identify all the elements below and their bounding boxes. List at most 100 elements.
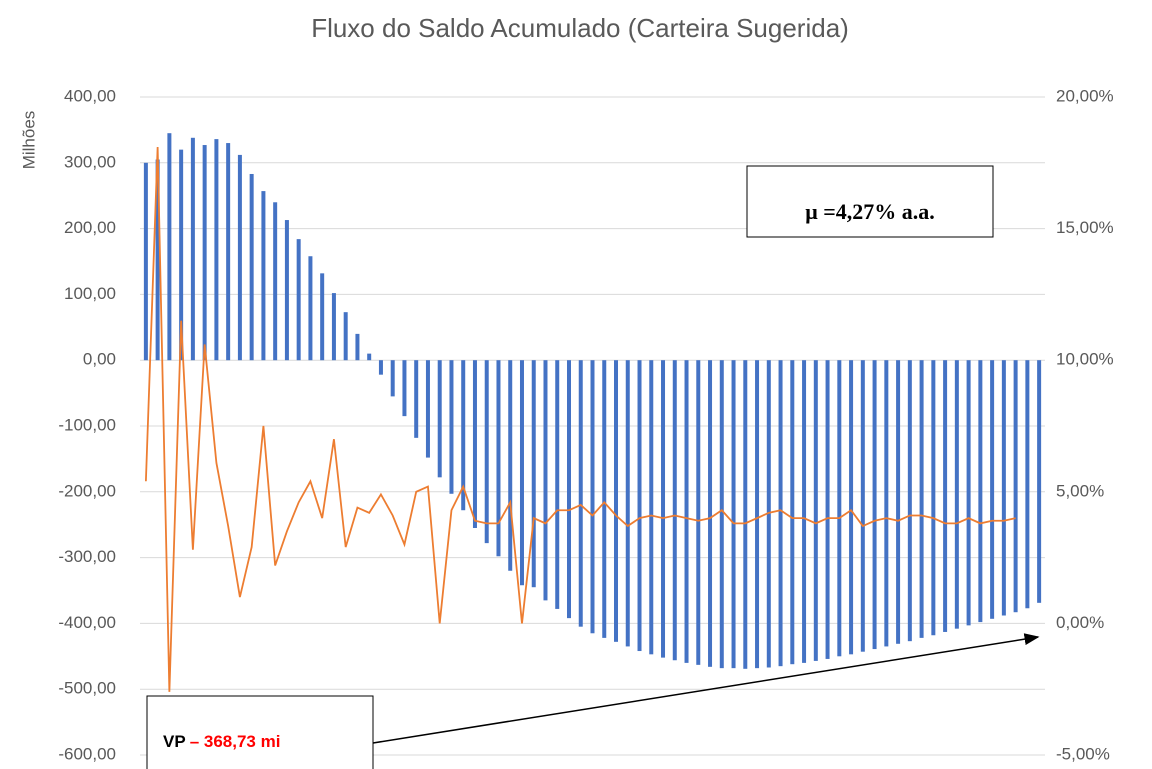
line bbox=[144, 146, 1016, 692]
bar bbox=[896, 360, 901, 644]
bar bbox=[449, 360, 454, 494]
bar bbox=[849, 360, 854, 655]
bar bbox=[472, 360, 477, 528]
bar bbox=[990, 360, 995, 619]
bar bbox=[778, 360, 783, 667]
bar bbox=[1013, 360, 1018, 613]
bar bbox=[1037, 360, 1042, 603]
y-tick-label: -300,00 bbox=[58, 547, 116, 566]
bar bbox=[661, 360, 666, 658]
bar bbox=[919, 360, 924, 638]
y-tick-label: 0,00 bbox=[83, 350, 116, 369]
bar bbox=[649, 360, 654, 655]
bar bbox=[284, 220, 289, 361]
bar bbox=[508, 360, 513, 571]
bar bbox=[425, 360, 430, 458]
bar bbox=[261, 191, 266, 361]
bar bbox=[731, 360, 736, 669]
y-tick-label: -400,00 bbox=[58, 613, 116, 632]
bar bbox=[837, 360, 842, 657]
bar bbox=[167, 133, 172, 361]
bar bbox=[966, 360, 971, 626]
bar bbox=[226, 143, 231, 361]
bar bbox=[519, 360, 524, 586]
bar bbox=[566, 360, 571, 619]
annotation-box bbox=[746, 165, 994, 238]
bar bbox=[484, 360, 489, 544]
annotation-value: – 368,73 mi bbox=[190, 732, 281, 751]
annotation-box bbox=[146, 695, 374, 769]
bar bbox=[179, 149, 184, 361]
bar bbox=[249, 173, 254, 361]
bar bbox=[143, 162, 148, 361]
bar bbox=[708, 360, 713, 667]
bar bbox=[743, 360, 748, 669]
y-axis-label: Milhões bbox=[19, 111, 38, 170]
bar bbox=[813, 360, 818, 661]
y-tick-label: 100,00 bbox=[64, 284, 116, 303]
bar bbox=[390, 360, 395, 397]
bar bbox=[719, 360, 724, 669]
y-tick-label: -600,00 bbox=[58, 744, 116, 763]
bar bbox=[578, 360, 583, 627]
y-tick-label: -200,00 bbox=[58, 481, 116, 500]
bar bbox=[602, 360, 607, 638]
bar bbox=[802, 360, 807, 663]
bar bbox=[437, 360, 442, 478]
bar bbox=[825, 360, 830, 659]
y-tick-label: 200,00 bbox=[64, 218, 116, 237]
bar bbox=[296, 239, 301, 361]
bar bbox=[378, 360, 383, 375]
bar bbox=[367, 353, 372, 361]
bar bbox=[590, 360, 595, 634]
bar bbox=[555, 360, 560, 609]
bar bbox=[872, 360, 877, 650]
bar bbox=[402, 360, 407, 417]
y-tick-label: 300,00 bbox=[64, 152, 116, 171]
annotation: μ =4,27% a.a. bbox=[805, 199, 935, 224]
bar bbox=[273, 202, 278, 361]
bar bbox=[931, 360, 936, 636]
annotation: VP – 368,73 mi bbox=[163, 732, 280, 751]
bar bbox=[696, 360, 701, 665]
bar bbox=[343, 312, 348, 361]
bar bbox=[1001, 360, 1006, 616]
bar bbox=[614, 360, 619, 642]
y-tick-label: -500,00 bbox=[58, 679, 116, 698]
bar bbox=[978, 360, 983, 623]
bar bbox=[1025, 360, 1030, 609]
bar bbox=[461, 360, 466, 511]
bar bbox=[190, 137, 195, 361]
bar bbox=[237, 154, 242, 361]
bar bbox=[155, 159, 160, 361]
y-tick-label: -100,00 bbox=[58, 415, 116, 434]
bar bbox=[543, 360, 548, 601]
bar bbox=[637, 360, 642, 652]
annotation-label: VP bbox=[163, 732, 186, 751]
bar bbox=[954, 360, 959, 629]
bar bbox=[790, 360, 795, 665]
bar bbox=[202, 145, 207, 361]
bar bbox=[907, 360, 912, 642]
y2-tick-label: 0,00% bbox=[1056, 613, 1104, 632]
y2-tick-label: 5,00% bbox=[1056, 481, 1104, 500]
bar bbox=[320, 273, 325, 361]
bar bbox=[331, 293, 336, 361]
bar bbox=[214, 139, 219, 361]
y2-tick-label: 20,00% bbox=[1056, 86, 1114, 105]
bar bbox=[755, 360, 760, 669]
chart-title: Fluxo do Saldo Acumulado (Carteira Suger… bbox=[311, 13, 849, 43]
arrow bbox=[372, 633, 1040, 744]
bar bbox=[672, 360, 677, 661]
bar bbox=[355, 333, 360, 361]
bar bbox=[308, 256, 313, 361]
bar bbox=[943, 360, 948, 632]
bar bbox=[625, 360, 630, 647]
bar bbox=[884, 360, 889, 647]
y2-tick-label: 10,00% bbox=[1056, 350, 1114, 369]
y2-tick-label: -5,00% bbox=[1056, 744, 1110, 763]
y2-tick-label: 15,00% bbox=[1056, 218, 1114, 237]
bar bbox=[860, 360, 865, 652]
bar bbox=[496, 360, 501, 557]
